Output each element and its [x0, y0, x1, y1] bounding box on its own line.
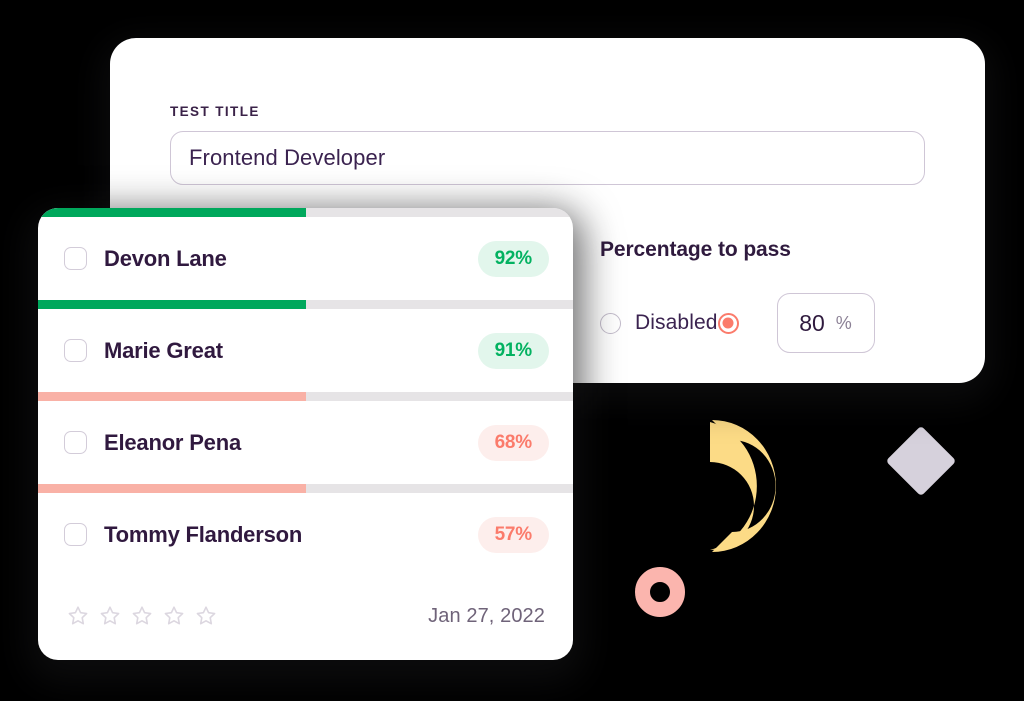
test-title-label: TEST TITLE [170, 104, 260, 119]
test-title-value: Frontend Developer [189, 145, 386, 170]
score-bar-fill [38, 484, 306, 493]
candidate-name: Devon Lane [104, 245, 227, 271]
candidate-list-card: Devon Lane 92% Marie Great 91% Elean [38, 208, 573, 660]
row-checkbox[interactable] [64, 339, 87, 362]
percentage-value: 80 [799, 309, 825, 336]
score-bar-track [38, 392, 573, 401]
yellow-arc-shape [702, 416, 824, 556]
score-bar-track [38, 300, 573, 309]
card-footer: Jan 27, 2022 [38, 572, 573, 660]
pink-donut-shape [635, 567, 685, 617]
score-bar-track [38, 484, 573, 493]
row-content: Tommy Flanderson 57% [38, 493, 573, 576]
percentage-input[interactable]: 80 % [776, 293, 875, 353]
radio-disabled[interactable] [600, 312, 621, 334]
table-row[interactable]: Marie Great 91% [38, 300, 573, 392]
yellow-arc-icon [710, 420, 776, 552]
star-icon[interactable] [130, 604, 154, 628]
score-bar-track [38, 208, 573, 217]
radio-disabled-label: Disabled [635, 311, 718, 334]
percent-symbol: % [835, 312, 852, 333]
star-icon[interactable] [66, 604, 90, 628]
candidate-name: Eleanor Pena [104, 429, 241, 455]
score-badge: 92% [477, 240, 549, 277]
percentage-to-pass-heading: Percentage to pass [600, 238, 791, 261]
score-bar-fill [38, 392, 306, 401]
pass-options-row: Disabled 80 % [600, 293, 875, 353]
test-title-input[interactable]: Frontend Developer [170, 131, 925, 185]
star-icon[interactable] [162, 604, 186, 628]
score-bar-fill [38, 300, 306, 309]
row-content: Eleanor Pena 68% [38, 401, 573, 484]
radio-percentage[interactable] [717, 312, 739, 334]
star-icon[interactable] [194, 604, 218, 628]
candidate-name: Tommy Flanderson [104, 521, 303, 547]
rating-stars[interactable] [66, 604, 218, 628]
lavender-diamond-shape [885, 425, 957, 497]
score-badge: 91% [477, 332, 549, 369]
row-checkbox[interactable] [64, 431, 87, 454]
row-content: Marie Great 91% [38, 309, 573, 392]
table-row[interactable]: Tommy Flanderson 57% [38, 484, 573, 576]
table-row[interactable]: Eleanor Pena 68% [38, 392, 573, 484]
row-checkbox[interactable] [64, 247, 87, 270]
star-icon[interactable] [98, 604, 122, 628]
candidate-name: Marie Great [104, 337, 223, 363]
test-date: Jan 27, 2022 [428, 604, 545, 627]
score-bar-fill [38, 208, 306, 217]
score-badge: 68% [477, 424, 549, 461]
row-content: Devon Lane 92% [38, 217, 573, 300]
score-badge: 57% [477, 516, 549, 553]
table-row[interactable]: Devon Lane 92% [38, 208, 573, 300]
row-checkbox[interactable] [64, 523, 87, 546]
